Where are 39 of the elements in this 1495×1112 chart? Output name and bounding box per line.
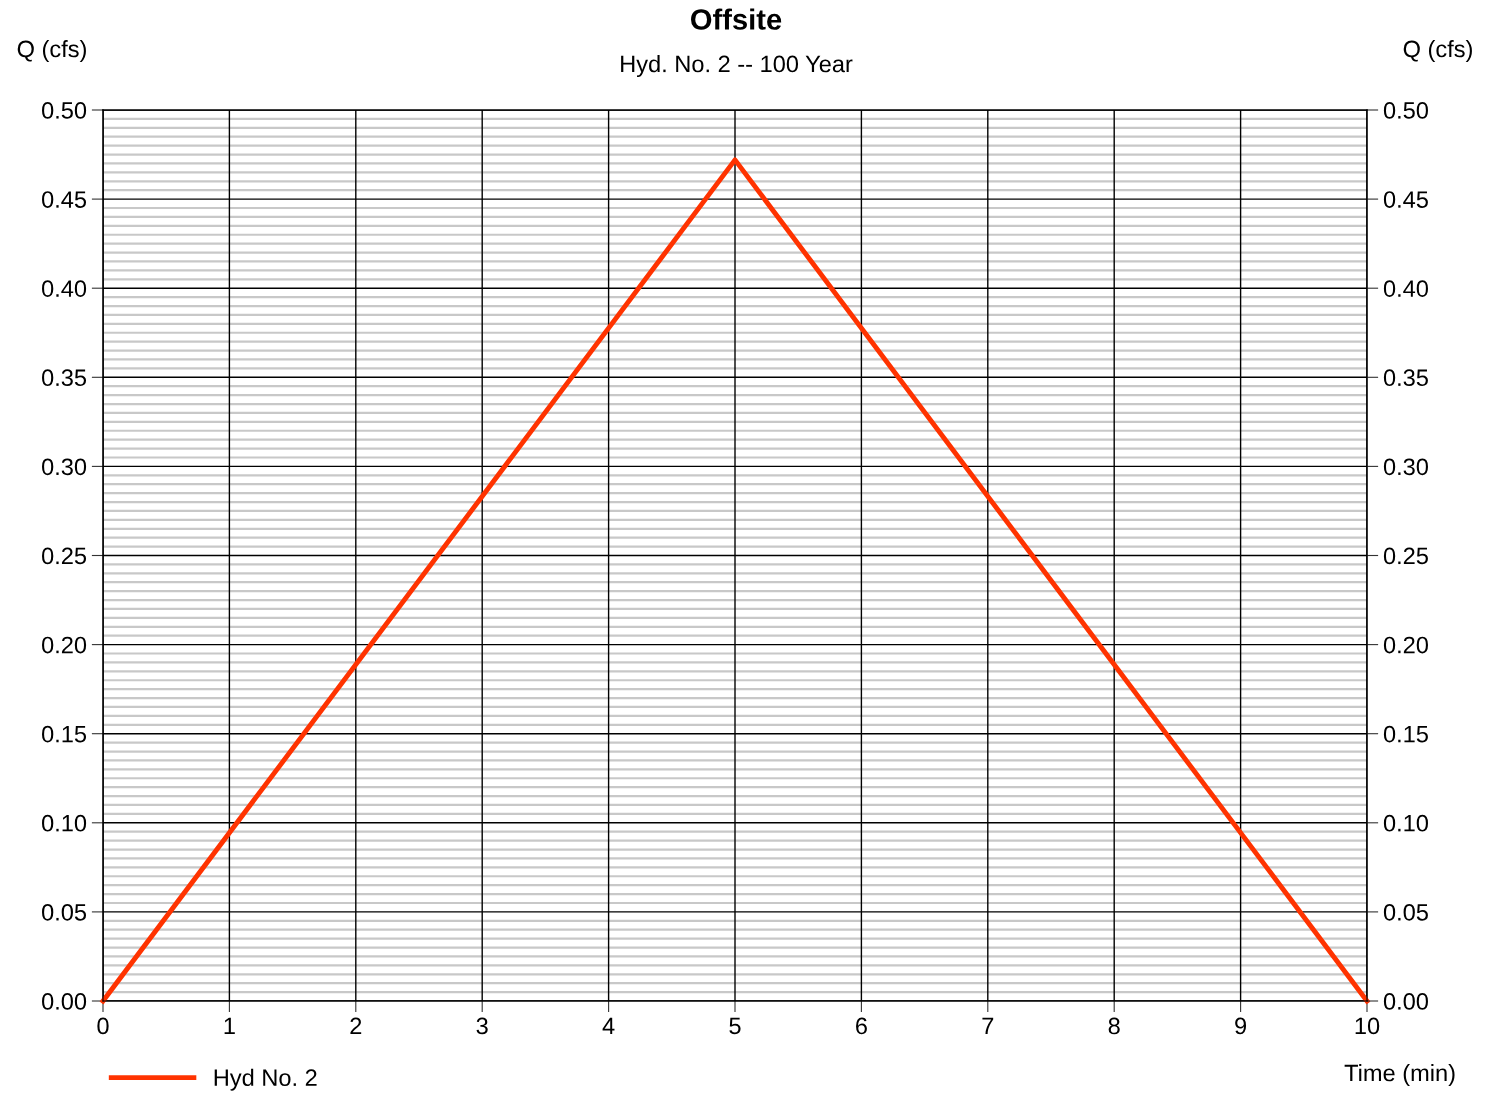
y2-tick-label: 0.10 [1383, 814, 1428, 832]
x-tick-label: 10 [1355, 1017, 1380, 1035]
y-tick-label: 0.25 [42, 547, 87, 565]
x-tick-label: 5 [729, 1017, 741, 1035]
y2-tick-label: 0.35 [1383, 369, 1428, 387]
legend-label: Hyd No. 2 [214, 1068, 317, 1091]
chart-title: Offsite [691, 8, 782, 30]
x-tick-label: 3 [476, 1017, 488, 1035]
y2-tick-label: 0.20 [1383, 636, 1428, 654]
y-tick-label: 0.00 [42, 993, 87, 1010]
y-tick-label: 0.35 [42, 369, 87, 387]
y2-tick-label: 0.25 [1383, 547, 1428, 565]
y2-tick-label: 0.40 [1383, 280, 1428, 297]
y2-tick-label: 0.50 [1383, 102, 1428, 119]
x-tick-label: 9 [1235, 1017, 1247, 1035]
x-tick-label: 0 [97, 1017, 109, 1035]
x-tick-label: 6 [856, 1017, 867, 1035]
y-tick-label: 0.30 [42, 458, 87, 476]
x-tick-label: 4 [602, 1017, 615, 1035]
y2-axis-title: Q (cfs) [1403, 40, 1472, 62]
y-tick-label: 0.15 [42, 725, 87, 743]
y2-tick-label: 0.00 [1383, 993, 1428, 1010]
y-tick-label: 0.50 [42, 102, 87, 119]
y2-tick-label: 0.15 [1383, 725, 1428, 743]
y-tick-label: 0.10 [42, 814, 87, 832]
x-tick-label: 8 [1108, 1017, 1120, 1035]
y2-tick-label: 0.30 [1383, 458, 1428, 476]
y-tick-label: 0.40 [42, 280, 87, 297]
x-tick-label: 1 [224, 1017, 235, 1035]
y-tick-label: 0.45 [42, 191, 87, 208]
y2-tick-label: 0.05 [1383, 903, 1428, 921]
chart-subtitle: Hyd. No. 2 -- 100 Year [621, 55, 853, 77]
y-tick-label: 0.20 [42, 636, 87, 654]
x-tick-label: 2 [350, 1017, 362, 1035]
x-tick-label: 7 [982, 1017, 994, 1035]
x-axis-title: Time (min) [1344, 1063, 1455, 1086]
y2-tick-label: 0.45 [1383, 191, 1428, 208]
y-tick-label: 0.05 [42, 903, 87, 921]
y-axis-title: Q (cfs) [17, 40, 86, 62]
